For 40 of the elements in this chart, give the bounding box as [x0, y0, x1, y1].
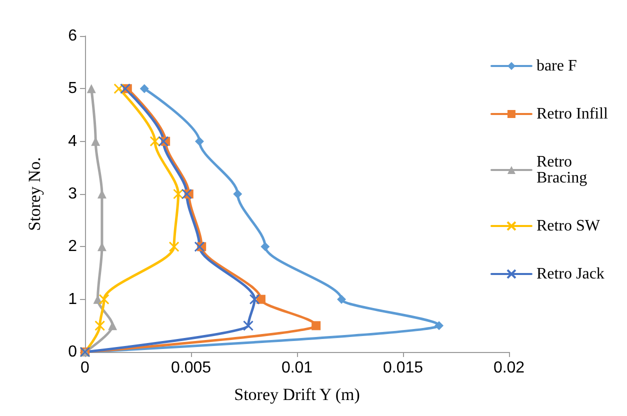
y-tick-label: 5	[68, 80, 78, 98]
point	[173, 188, 184, 200]
point	[312, 321, 321, 330]
point	[86, 84, 96, 94]
point	[194, 136, 204, 146]
legend-label: bare F	[536, 58, 577, 74]
point	[242, 320, 254, 331]
point	[98, 294, 110, 305]
point	[140, 84, 149, 94]
x-tick-label: 0.02	[493, 360, 525, 376]
point	[233, 190, 242, 198]
point	[114, 83, 124, 94]
point	[158, 136, 169, 147]
point	[249, 294, 260, 305]
y-tick-label: 6	[68, 28, 78, 44]
legend-label: Retro SW	[536, 218, 601, 234]
legend-label: Retro Bracing	[536, 154, 588, 186]
point	[434, 321, 444, 330]
x-axis-title: Storey Drift Y (m)	[234, 385, 360, 404]
y-axis-title: Storey No.	[25, 157, 44, 231]
point	[260, 242, 270, 252]
point	[337, 294, 346, 304]
x-tick-label: 0.005	[170, 360, 212, 376]
y-tick-label: 0	[68, 344, 78, 360]
y-tick-label: 4	[68, 132, 78, 150]
point	[194, 241, 205, 252]
point	[108, 321, 118, 330]
legend-label: Retro Infill	[536, 106, 609, 122]
y-tick-label: 3	[68, 186, 78, 202]
point	[150, 136, 160, 147]
x-tick-label: 0.01	[281, 360, 313, 376]
legend-label: Retro Jack	[536, 266, 604, 282]
point	[168, 241, 180, 252]
x-tick-label: 0.015	[382, 360, 424, 376]
y-tick-label: 2	[68, 238, 78, 256]
x-tick-label: 0	[80, 360, 90, 376]
point	[94, 320, 106, 331]
y-tick-label: 1	[68, 290, 78, 308]
point	[120, 83, 131, 94]
point	[182, 188, 192, 200]
